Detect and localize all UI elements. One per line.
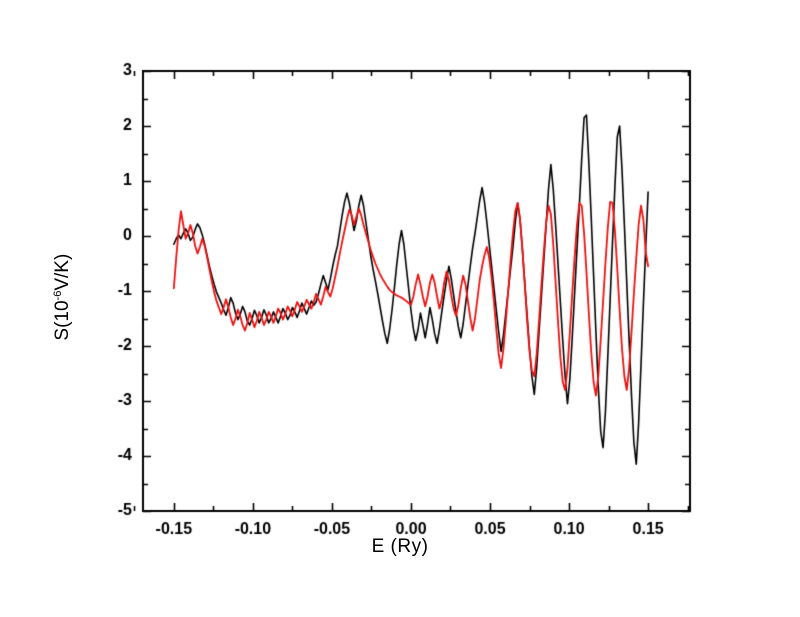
y-axis-title: S(10-6V/K): [52, 172, 74, 422]
x-axis-title: E (Ry): [371, 536, 429, 557]
y-axis-title-suffix: V/K): [52, 253, 74, 291]
y-axis-title-exponent: -6: [51, 290, 64, 301]
y-axis-title-prefix: S(10: [52, 300, 74, 341]
y-axis-title-container: S(10-6V/K): [0, 0, 120, 617]
